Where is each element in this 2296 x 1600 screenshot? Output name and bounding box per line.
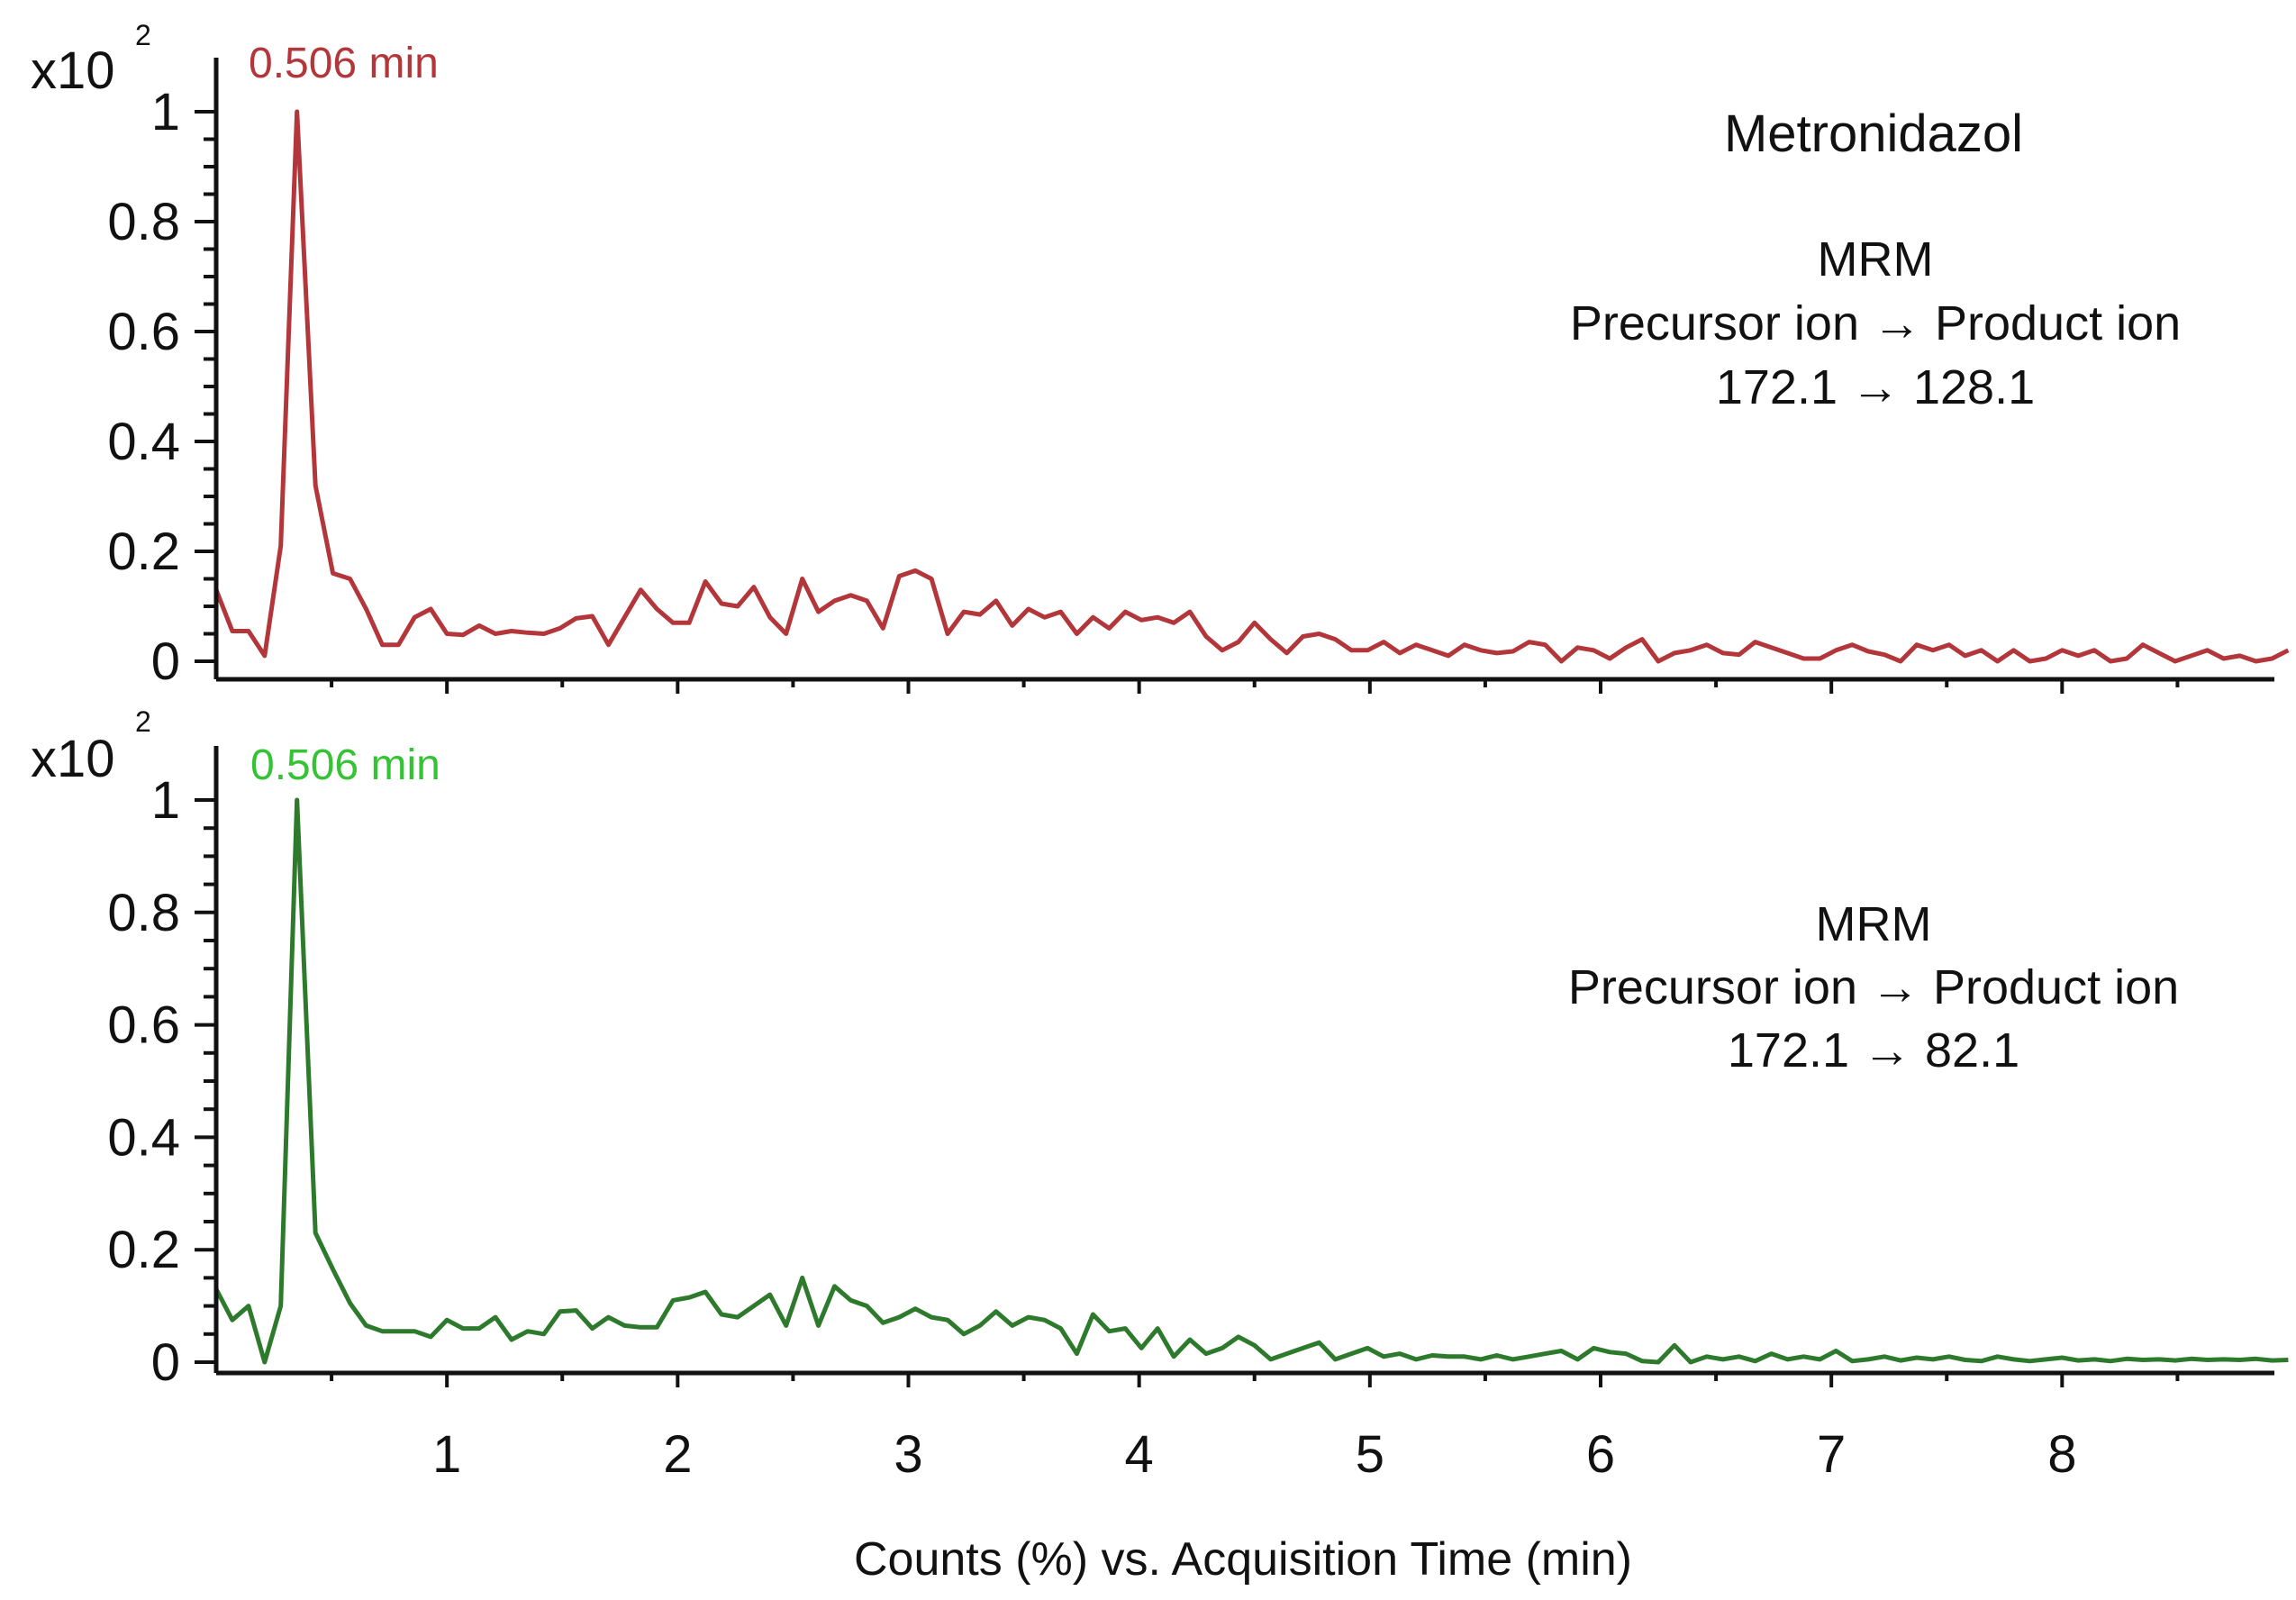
transition-82-trace [213, 797, 2289, 1365]
top-series-group [213, 109, 2290, 664]
top-chromatogram-panel: x10 2 0.506 min Metronidazol MRM Precurs… [31, 19, 2290, 694]
top-axes [213, 58, 2274, 694]
bottom-exponent-label: x10 [31, 730, 115, 788]
x-axis-title: Counts (%) vs. Acquisition Time (min) [854, 1533, 1632, 1586]
x-tick-label: 4 [1125, 1425, 1154, 1484]
bottom-peak-label: 0.506 min [250, 741, 440, 789]
top-exponent-power: 2 [135, 19, 151, 51]
x-tick-label: 7 [1817, 1425, 1846, 1484]
y-tick-label: 0.4 [107, 413, 180, 471]
y-tick-label: 0.2 [107, 523, 180, 581]
y-tick-label: 1 [151, 771, 180, 830]
bottom-annotation-transition-header: Precursor ion → Product ion [1568, 960, 2179, 1014]
bottom-annotation-transition-values: 172.1 → 82.1 [1728, 1023, 2019, 1077]
top-annotation-transition-header: Precursor ion → Product ion [1570, 296, 2181, 350]
y-tick-label: 0.8 [107, 884, 180, 942]
y-tick-label: 0.6 [107, 303, 180, 361]
chart-title: Metronidazol [1724, 105, 2023, 163]
y-tick-label: 0 [151, 1333, 180, 1392]
top-exponent-label: x10 [31, 41, 115, 100]
bottom-series-group [213, 797, 2289, 1365]
x-tick-label: 6 [1586, 1425, 1615, 1484]
top-annotation-mode: MRM [1818, 232, 1934, 286]
bottom-exponent-power: 2 [135, 705, 151, 738]
x-tick-label: 2 [663, 1425, 692, 1484]
bottom-annotation-mode: MRM [1816, 897, 1932, 951]
top-annotation-transition-values: 172.1 → 128.1 [1716, 360, 2035, 414]
x-tick-label: 3 [894, 1425, 922, 1484]
y-tick-label: 0.6 [107, 996, 180, 1055]
x-tick-label: 8 [2047, 1425, 2076, 1484]
y-tick-label: 1 [151, 83, 180, 141]
bottom-chromatogram-panel: x10 2 0.506 min MRM Precursor ion → Prod… [31, 705, 2289, 1392]
y-tick-label: 0.8 [107, 193, 180, 251]
top-peak-label: 0.506 min [249, 40, 439, 87]
bottom-y-axis-ticks: 0 0.2 0.4 0.6 0.8 1 [107, 771, 216, 1392]
top-y-axis-ticks: 0 0.2 0.4 0.6 0.8 1 [107, 83, 216, 691]
x-axis-tick-labels: 1 2 3 4 5 6 7 8 [432, 1425, 2076, 1484]
y-tick-label: 0 [151, 632, 180, 691]
x-tick-label: 5 [1356, 1425, 1384, 1484]
transition-128-trace [213, 109, 2290, 664]
x-tick-label: 1 [432, 1425, 461, 1484]
y-tick-label: 0.4 [107, 1108, 180, 1167]
y-tick-label: 0.2 [107, 1221, 180, 1279]
bottom-axes [213, 746, 2274, 1387]
